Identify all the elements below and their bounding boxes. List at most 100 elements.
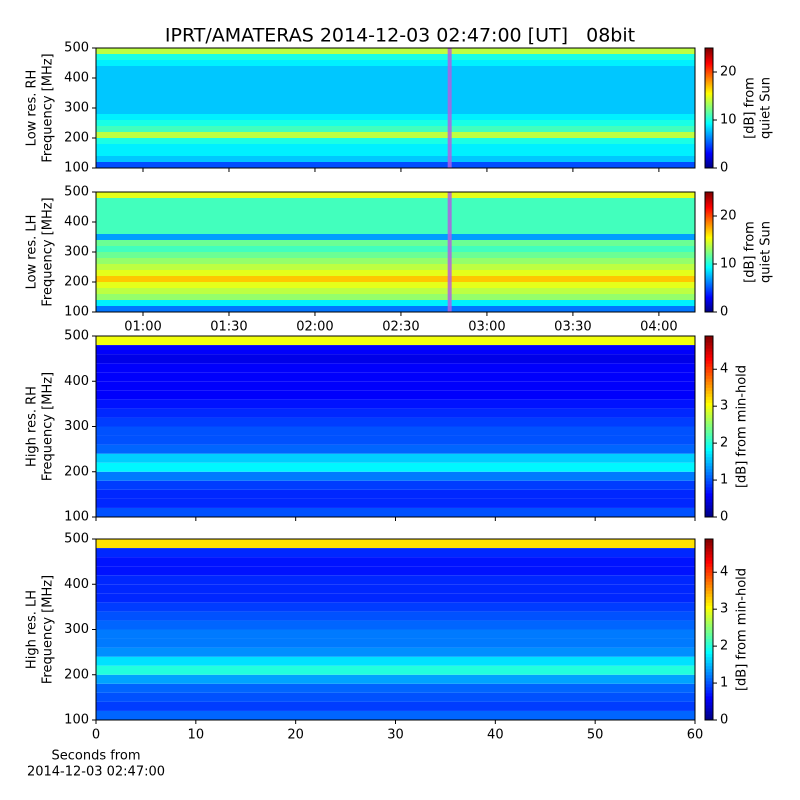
y-axis-label: High res. LH [25, 590, 40, 669]
heatmap-cell [96, 48, 695, 54]
heatmap-cell [96, 399, 695, 409]
heatmap-cell [96, 656, 695, 666]
heatmap-cell [96, 638, 695, 648]
colorbar-step [705, 584, 713, 588]
colorbar-step [705, 501, 713, 506]
y-tick-label: 400 [64, 577, 89, 592]
colorbar-step [705, 441, 713, 446]
heatmap-cell [96, 78, 695, 84]
colorbar-step [705, 108, 713, 111]
colorbar-step [705, 486, 713, 491]
colorbar-step [705, 56, 713, 59]
colorbar-step [705, 152, 713, 155]
colorbar-step [705, 98, 713, 101]
colorbar-step [705, 198, 713, 201]
colorbar-step [705, 60, 713, 63]
colorbar-step [705, 148, 713, 151]
y-tick-label: 400 [64, 71, 89, 86]
colorbar-step [705, 560, 713, 564]
y-tick-label: 500 [64, 185, 89, 200]
colorbar-step [705, 156, 713, 159]
colorbar-step [705, 704, 713, 709]
heatmap-cell [96, 294, 695, 300]
heatmap-cell [96, 204, 695, 210]
colorbar-step [705, 611, 713, 615]
colorbar-step [705, 192, 713, 195]
colorbar-step [705, 302, 713, 305]
colorbar-step [705, 144, 713, 147]
colorbar-step [705, 72, 713, 75]
colorbar-step [705, 220, 713, 223]
colorbar-step [705, 240, 713, 243]
x-tick-label: 01:30 [210, 320, 247, 335]
colorbar-step [705, 300, 713, 303]
colorbar-step [705, 683, 713, 688]
colorbar-step [705, 551, 713, 555]
colorbar-step [705, 88, 713, 91]
colorbar-step [705, 268, 713, 271]
colorbar-step [705, 462, 713, 467]
colorbar-step [705, 126, 713, 129]
colorbar-step [705, 513, 713, 518]
colorbar-tick-label: 0 [720, 510, 728, 525]
colorbar-step [705, 539, 713, 543]
colorbar-step [705, 284, 713, 287]
colorbar-step [705, 339, 713, 343]
colorbar-step [705, 614, 713, 618]
colorbar-step [705, 707, 713, 712]
heatmap-cell [96, 150, 695, 156]
colorbar-step [705, 294, 713, 297]
heatmap-cell [96, 216, 695, 222]
heatmap-cell [96, 665, 695, 675]
x-tick-label: 20 [287, 728, 304, 743]
colorbar-step [705, 110, 713, 113]
y-tick-label: 200 [64, 464, 89, 479]
colorbar-step [705, 357, 713, 361]
colorbar-step [705, 52, 713, 55]
heatmap-cell [96, 435, 695, 445]
colorbar-step [705, 224, 713, 227]
colorbar-step [705, 288, 713, 291]
heatmap-cell [96, 710, 695, 720]
colorbar-step [705, 260, 713, 263]
colorbar-step [705, 132, 713, 135]
heatmap-cell [96, 258, 695, 264]
colorbar-step [705, 450, 713, 455]
colorbar-step [705, 250, 713, 253]
colorbar-step [705, 162, 713, 165]
heatmap-cell [96, 90, 695, 96]
heatmap-cell [96, 462, 695, 472]
colorbar-step [705, 308, 713, 311]
colorbar-step [705, 405, 713, 409]
colorbar-step [705, 680, 713, 685]
colorbar-step [705, 656, 713, 661]
colorbar-step [705, 471, 713, 476]
heatmap-cell [96, 54, 695, 60]
x-tick-label: 01:00 [124, 320, 161, 335]
colorbar-step [705, 216, 713, 219]
x-tick-label: 50 [587, 728, 604, 743]
heatmap-cell [96, 162, 695, 168]
colorbar-label: [dB] from min-hold [735, 568, 750, 691]
colorbar-label: [dB] from [743, 221, 758, 283]
colorbar-step [705, 208, 713, 211]
heatmap-cell [96, 126, 695, 132]
colorbar-step [705, 495, 713, 500]
colorbar-step [705, 236, 713, 239]
x-tick-label: 03:30 [554, 320, 591, 335]
colorbar-step [705, 563, 713, 567]
heatmap-cell [96, 252, 695, 258]
heatmap-cell [96, 246, 695, 252]
colorbar-step [705, 620, 713, 624]
colorbar-tick-label: 10 [720, 113, 737, 128]
colorbar-step [705, 196, 713, 199]
y-axis-label: Frequency [MHz] [41, 575, 56, 684]
y-tick-label: 500 [64, 329, 89, 344]
colorbar-step [705, 608, 713, 612]
colorbar-step [705, 623, 713, 627]
x-tick-label: 60 [687, 728, 704, 743]
colorbar-step [705, 599, 713, 603]
colorbar-step [705, 459, 713, 464]
colorbar-step [705, 282, 713, 285]
